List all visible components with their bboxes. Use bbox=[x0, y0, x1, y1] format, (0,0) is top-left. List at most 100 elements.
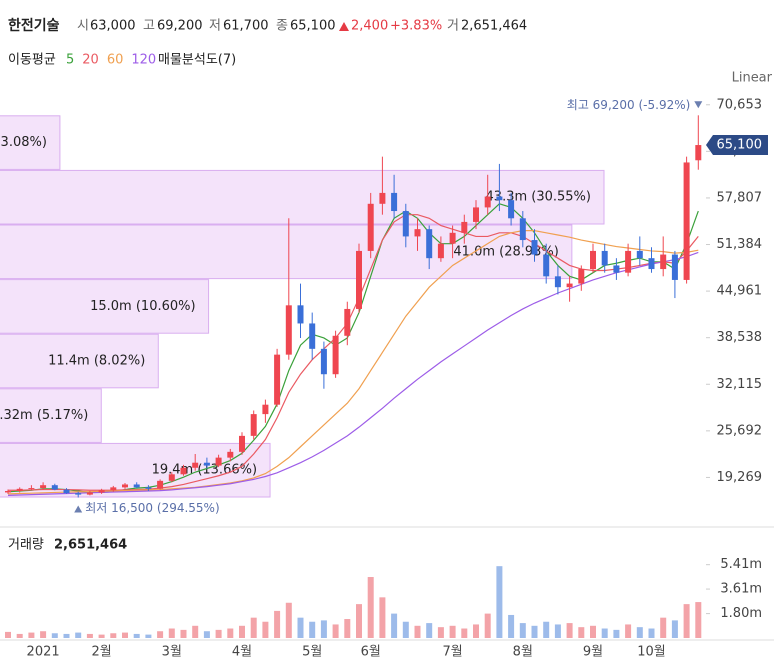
volume-bar bbox=[590, 625, 596, 638]
volume-bar bbox=[695, 602, 702, 638]
volume-bar bbox=[203, 631, 210, 638]
volume-bar bbox=[578, 627, 585, 638]
volume-bar bbox=[110, 633, 117, 638]
volume-bar bbox=[367, 577, 374, 638]
candle-body bbox=[239, 435, 245, 452]
volume-bar bbox=[426, 623, 433, 638]
candle-body bbox=[461, 221, 468, 233]
volume-bar bbox=[16, 633, 23, 638]
volume-bar bbox=[157, 631, 164, 638]
profile-label: 4.36m (3.08%) bbox=[0, 135, 47, 150]
volume-bar bbox=[379, 597, 386, 638]
max-marker bbox=[694, 101, 703, 109]
candle-body bbox=[40, 485, 47, 489]
candle-body bbox=[133, 484, 140, 488]
volume-bar bbox=[168, 628, 175, 638]
volume-bar bbox=[320, 620, 327, 638]
volume-bar bbox=[5, 631, 11, 638]
volume-label: 거 bbox=[447, 19, 459, 34]
profile-label: 19.4m (13.66%) bbox=[152, 463, 257, 478]
x-tick-label: 4월 bbox=[232, 645, 252, 660]
candle-body bbox=[16, 488, 23, 491]
change-rate: +3.83% bbox=[390, 19, 442, 34]
candle-body bbox=[320, 348, 327, 375]
volume-bar bbox=[332, 624, 339, 638]
volume-bar bbox=[40, 631, 47, 638]
volume-bar bbox=[625, 624, 632, 638]
candle-body bbox=[28, 488, 35, 490]
legend-entry: 5 bbox=[66, 53, 74, 68]
volume-bar bbox=[180, 629, 187, 638]
candle-body bbox=[75, 493, 82, 495]
candle-body bbox=[648, 258, 655, 270]
volume-bar bbox=[122, 632, 128, 638]
profile-bar bbox=[0, 224, 573, 280]
volume-bar bbox=[402, 621, 409, 638]
candle-body bbox=[391, 192, 398, 212]
volume-bar bbox=[496, 566, 503, 638]
volume-bar bbox=[519, 623, 526, 638]
candle-body bbox=[367, 203, 374, 251]
candle-body bbox=[578, 269, 585, 284]
candle-body bbox=[168, 474, 175, 481]
volume-panel-label: 거래량 bbox=[8, 538, 44, 553]
x-tick-label: 9월 bbox=[583, 645, 603, 660]
volume-bar bbox=[543, 621, 550, 638]
candle-body bbox=[484, 196, 491, 208]
candle-body bbox=[63, 489, 70, 494]
candle-body bbox=[625, 250, 632, 273]
legend-entry: 60 bbox=[107, 53, 124, 68]
profile-label: 매물분석도(7) bbox=[158, 53, 236, 68]
candle-body bbox=[695, 145, 702, 161]
volume-bar bbox=[133, 633, 140, 638]
y-tick-label: 57,807 bbox=[717, 190, 763, 205]
ma-label: 이동평균 bbox=[8, 53, 56, 68]
y-tick-label: 38,538 bbox=[717, 330, 763, 345]
y-tick-label: 25,692 bbox=[717, 423, 763, 438]
change-value: 2,400 bbox=[351, 19, 388, 34]
candle-body bbox=[203, 462, 210, 466]
min-marker bbox=[74, 505, 83, 513]
volume-bar bbox=[192, 625, 199, 638]
open-label: 시 bbox=[77, 19, 89, 34]
y-tick-label: 51,384 bbox=[717, 237, 763, 252]
profile-label: 7.32m (5.17%) bbox=[0, 408, 88, 423]
profile-bar bbox=[0, 333, 159, 389]
open-value: 63,000 bbox=[90, 19, 136, 34]
candle-body bbox=[285, 305, 292, 355]
candle-body bbox=[683, 162, 690, 280]
up-arrow bbox=[339, 22, 349, 31]
candle-body bbox=[309, 323, 316, 349]
header: 한전기술 시 63,000 고 69,200 저 61,700 종 65,100… bbox=[8, 17, 773, 86]
volume-bar bbox=[531, 625, 538, 638]
volume-bar bbox=[648, 628, 655, 638]
candle-body bbox=[180, 467, 187, 475]
volume-bar bbox=[51, 633, 58, 638]
candle-body bbox=[660, 254, 667, 270]
candle-body bbox=[414, 229, 421, 237]
scale-label: Linear bbox=[732, 71, 773, 86]
candle-body bbox=[5, 490, 11, 493]
x-tick-label: 7월 bbox=[442, 645, 462, 660]
volume-bar bbox=[63, 633, 70, 638]
volume-bar bbox=[86, 633, 93, 638]
high-label: 고 bbox=[143, 19, 155, 34]
candle-body bbox=[332, 335, 339, 375]
low-label: 저 bbox=[209, 19, 221, 34]
volume-bar bbox=[344, 619, 351, 638]
candle-body bbox=[344, 308, 351, 336]
volume-bar bbox=[601, 628, 608, 638]
profile-label: 11.4m (8.02%) bbox=[48, 354, 145, 369]
price-box bbox=[706, 135, 768, 156]
volume-bar bbox=[391, 613, 398, 638]
volume-tick-label: 3.61m bbox=[720, 582, 762, 597]
candle-body bbox=[86, 492, 93, 495]
low-value: 61,700 bbox=[223, 19, 269, 34]
candle-body bbox=[227, 451, 234, 458]
volume-bar bbox=[461, 628, 468, 638]
volume-bar bbox=[437, 627, 444, 638]
candle-body bbox=[590, 250, 596, 270]
volume-bar bbox=[239, 625, 245, 638]
candle-body bbox=[496, 196, 503, 201]
